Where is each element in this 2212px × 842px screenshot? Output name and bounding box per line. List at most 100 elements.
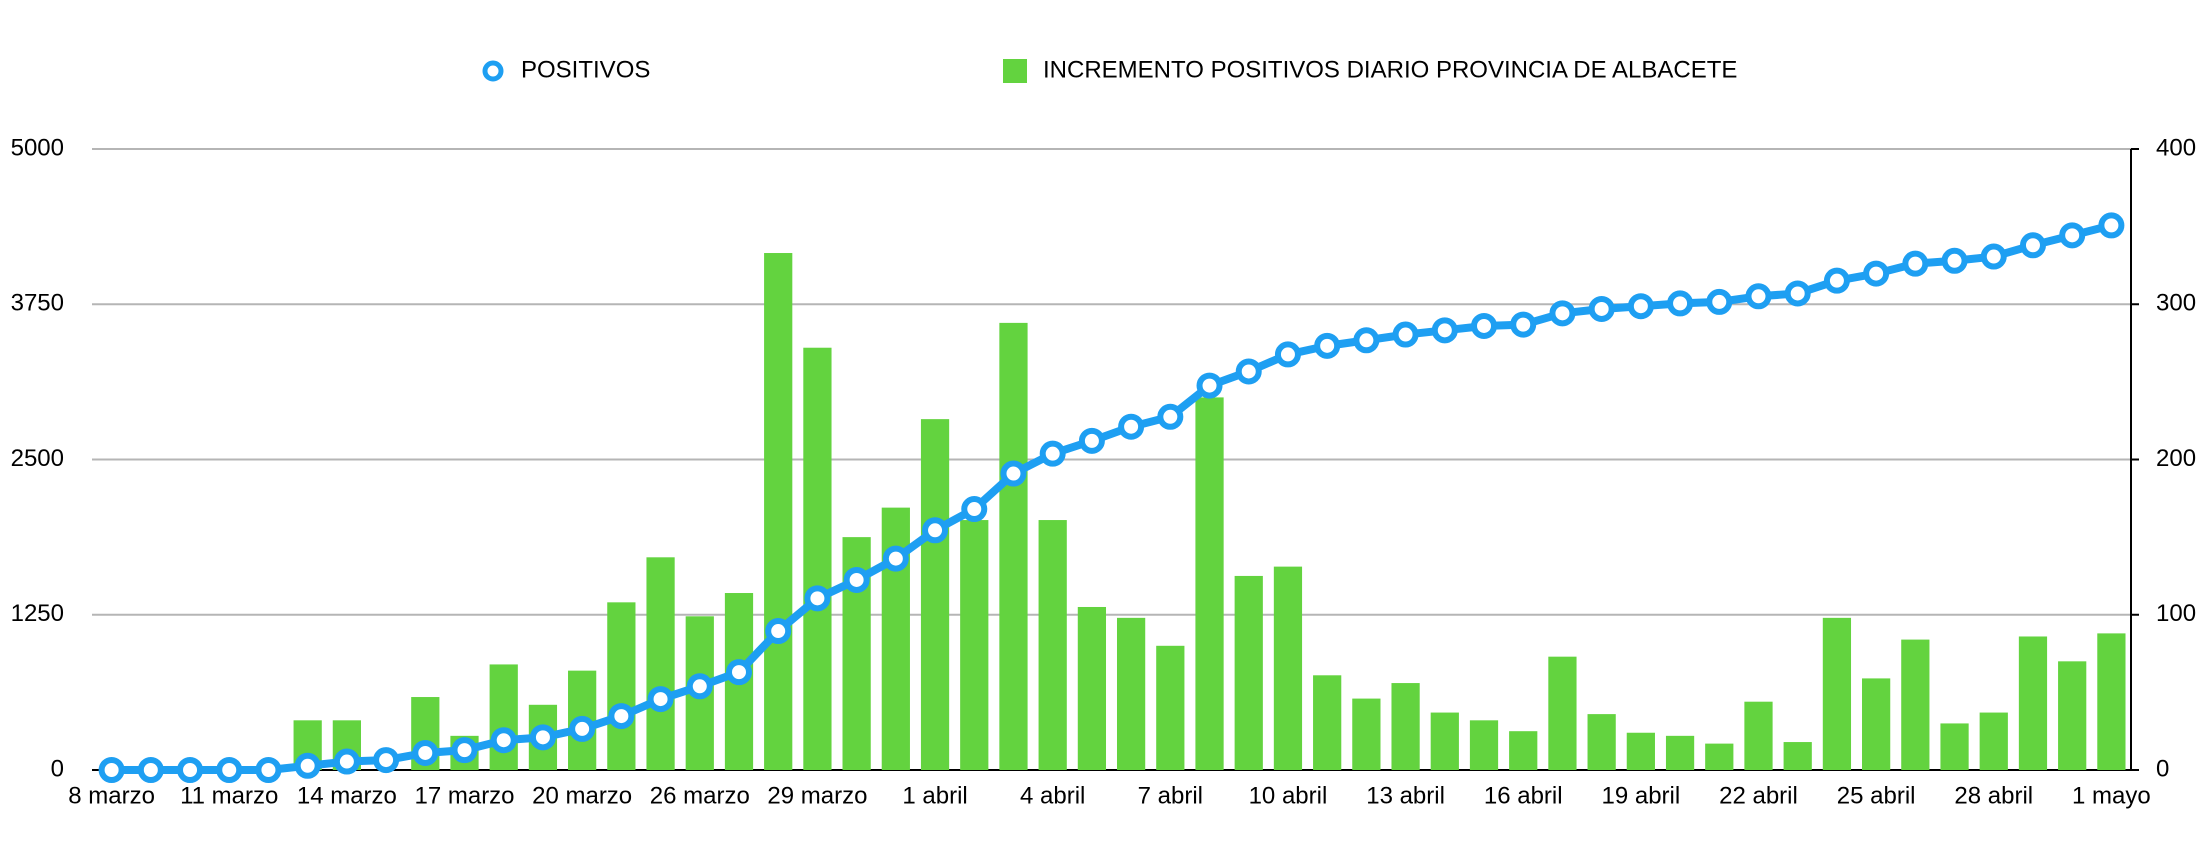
line	[111, 221, 2113, 774]
line-marker	[255, 757, 282, 783]
x-tick-label: 11 marzo	[180, 782, 278, 809]
line-marker	[882, 545, 909, 572]
line-marker	[1667, 290, 1694, 317]
bar	[1862, 678, 1891, 770]
line-marker	[412, 739, 439, 766]
line-marker	[1588, 295, 1615, 322]
x-tick-label: 17 marzo	[414, 782, 514, 809]
bar	[1783, 742, 1812, 770]
x-tick-label: 1 abril	[902, 782, 967, 809]
line-marker	[373, 747, 400, 774]
y-tick-label: 0	[51, 755, 64, 782]
line-marker	[1627, 293, 1654, 320]
bar	[1705, 743, 1734, 770]
x-tick-label: 25 abril	[1837, 782, 1916, 809]
line-marker	[1000, 460, 1027, 487]
bar	[803, 347, 832, 770]
bar	[1940, 723, 1969, 770]
line-marker	[137, 757, 164, 783]
line-marker	[647, 686, 674, 713]
bar	[1352, 698, 1381, 770]
line-marker	[1510, 311, 1537, 338]
line-marker	[1941, 247, 1968, 274]
line-marker	[1078, 427, 1105, 454]
line-marker	[333, 748, 360, 775]
x-tick-label: 20 marzo	[532, 782, 632, 809]
line-marker	[98, 757, 125, 783]
bar	[2097, 633, 2126, 770]
x-tick-label: 8 marzo	[68, 782, 155, 809]
line-marker	[1118, 413, 1145, 440]
line-marker	[1274, 341, 1301, 368]
x-tick-label: 29 marzo	[767, 782, 867, 809]
bar	[1116, 617, 1146, 770]
bar	[1469, 720, 1499, 770]
line-marker	[490, 727, 517, 754]
legend-label: INCREMENTO POSITIVOS DIARIO PROVINCIA DE…	[1043, 56, 1737, 83]
legend-marker	[1003, 59, 1027, 83]
bar	[1901, 639, 1930, 770]
x-tick-label: 4 abril	[1020, 782, 1085, 809]
bar	[1313, 675, 1342, 770]
bar	[1979, 712, 2008, 770]
bar	[999, 322, 1028, 770]
line-marker	[1823, 267, 1850, 294]
line-marker	[1157, 403, 1184, 430]
bar	[764, 253, 793, 770]
line-marker	[1863, 260, 1890, 287]
line-marker	[451, 737, 478, 764]
x-tick-label: 22 abril	[1719, 782, 1798, 809]
x-tick-label: 16 abril	[1484, 782, 1563, 809]
bar	[1744, 701, 1773, 770]
x-tick-label: 14 marzo	[297, 782, 397, 809]
bar	[1587, 714, 1616, 770]
y-tick-label: 2500	[11, 445, 64, 472]
bar	[2018, 636, 2048, 770]
line-marker	[216, 757, 243, 783]
bar	[1273, 566, 1303, 770]
bar	[920, 419, 950, 770]
line-marker	[569, 715, 596, 742]
line-marker	[1784, 280, 1811, 307]
line-marker	[1314, 332, 1341, 359]
x-tick-label: 19 abril	[1601, 782, 1680, 809]
y-tick-label: 1250	[11, 600, 64, 627]
y2-tick-label: 200	[2156, 445, 2196, 472]
bar	[1038, 520, 1067, 770]
bar	[607, 602, 636, 770]
line-marker	[294, 752, 321, 779]
bar	[646, 557, 675, 770]
y2-tick-label: 400	[2156, 134, 2196, 161]
bar	[2058, 661, 2087, 770]
bar	[1626, 732, 1655, 770]
line-marker	[608, 703, 635, 730]
x-tick-label: 10 abril	[1249, 782, 1328, 809]
y-tick-label: 3750	[11, 290, 64, 317]
y2-tick-label: 100	[2156, 600, 2196, 627]
line-marker	[765, 618, 792, 645]
line-marker	[2098, 212, 2125, 239]
bar	[489, 664, 518, 770]
legend-label: POSITIVOS	[521, 56, 650, 83]
bar	[1234, 575, 1263, 770]
line-marker	[1353, 327, 1380, 354]
line-marker	[2019, 232, 2046, 259]
bar	[1822, 617, 1852, 770]
bar	[1391, 683, 1420, 770]
bar	[1156, 645, 1185, 770]
line-marker	[1980, 243, 2007, 270]
y2-tick-label: 300	[2156, 290, 2196, 317]
line-marker	[686, 673, 713, 700]
line-marker	[1039, 440, 1066, 467]
x-tick-label: 7 abril	[1138, 782, 1203, 809]
line-marker	[177, 757, 204, 783]
y2-tick-label: 0	[2156, 755, 2169, 782]
x-tick-label: 28 abril	[1954, 782, 2033, 809]
line-marker	[961, 496, 988, 523]
line-marker	[2059, 222, 2086, 249]
bar	[1509, 731, 1538, 770]
line-marker	[922, 517, 949, 544]
line-marker	[1196, 372, 1223, 399]
